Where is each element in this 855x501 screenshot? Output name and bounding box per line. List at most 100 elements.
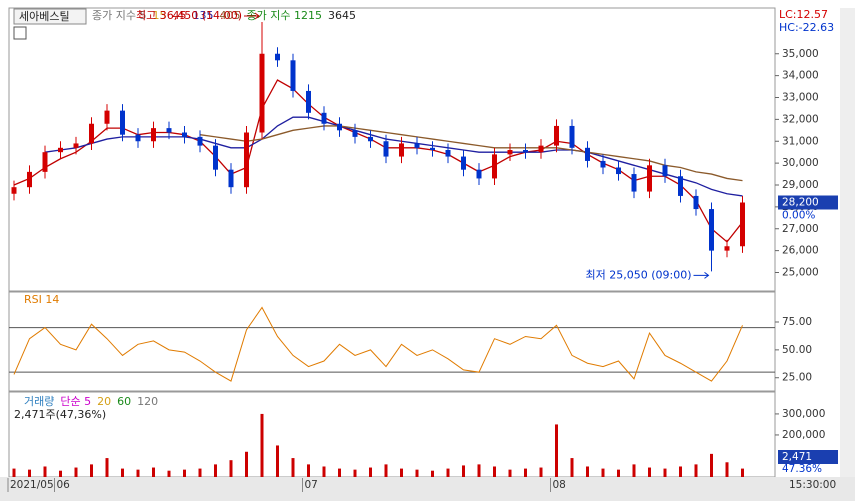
candle-body (290, 60, 296, 91)
y-tick-label: 34,000 (782, 70, 819, 82)
candle-body (430, 147, 435, 150)
volume-bar (369, 467, 372, 477)
ma-line (13, 79, 744, 243)
y-tick-label: 200,000 (782, 429, 825, 441)
last-price-box (778, 195, 838, 210)
volume-bar (198, 468, 202, 477)
candle-body (275, 53, 280, 61)
hc-label: HC:-22.63 (779, 21, 834, 34)
volume-bar (493, 466, 496, 477)
candle-body (538, 145, 544, 153)
candle-body (740, 202, 745, 247)
candle-body (213, 145, 218, 170)
volume-bar (555, 424, 558, 477)
volume-bar (539, 467, 543, 477)
candle-body (104, 110, 110, 124)
high-arrow (244, 12, 260, 20)
y-tick-label: 27,000 (782, 223, 819, 235)
candle-body (166, 128, 172, 133)
volume-bar (229, 460, 233, 477)
candle-body (11, 187, 17, 194)
grid-icon[interactable] (13, 26, 27, 40)
volume-bar (632, 464, 636, 477)
x-tick-label: 07 (305, 479, 318, 491)
volume-bar (260, 413, 264, 477)
y-tick-label: 25.00 (782, 372, 812, 384)
volume-bar (214, 464, 217, 477)
volume-bar (105, 458, 109, 477)
ma-line (44, 116, 743, 197)
candle-body (151, 128, 156, 142)
candle-body (600, 160, 606, 168)
candle-body (58, 147, 63, 153)
legend-entry: 15 (152, 9, 166, 22)
candle-body (306, 90, 311, 113)
candle-body (27, 171, 32, 188)
volume-bar (59, 470, 62, 477)
volume-summary: 2,471주(47,36%) (14, 408, 106, 421)
candle-body (709, 209, 714, 251)
last-volume-label: 2,471 (782, 451, 812, 463)
legend-entry: 거래량 (24, 395, 54, 408)
volume-bar (679, 466, 682, 477)
candle-body (445, 150, 451, 157)
candle-body (414, 143, 420, 148)
volume-bar (322, 466, 326, 477)
legend-entry: 3645 (328, 9, 356, 22)
legend-entry: 종가 지수 5 (92, 9, 146, 22)
volume-bar (415, 469, 419, 477)
volume-bar (384, 464, 388, 477)
legend-entry: 120 (137, 395, 158, 408)
volume-bar (741, 468, 744, 477)
volume-bar (121, 468, 124, 477)
candle-body (352, 130, 358, 137)
time-axis-bar (0, 477, 855, 501)
candle-body (662, 165, 668, 177)
candle-body (492, 154, 497, 179)
candle-body (724, 246, 730, 251)
low-arrow (693, 272, 710, 279)
volume-bar (462, 465, 465, 477)
volume-bar (12, 468, 16, 477)
candle-body (42, 152, 48, 172)
volume-bar (431, 470, 434, 477)
volume-bar (136, 469, 140, 477)
volume-bar (276, 445, 279, 477)
volume-bar (183, 469, 186, 477)
stock-name-box[interactable] (13, 8, 87, 25)
lc-label: LC:12.57 (779, 8, 828, 21)
volume-bar (245, 451, 248, 477)
candle-body (693, 195, 699, 210)
y-tick-label: 32,000 (782, 113, 819, 125)
candle-body (259, 53, 265, 133)
volume-bar (477, 464, 481, 477)
volume-bar (338, 468, 341, 477)
candle-body (569, 125, 575, 148)
candle-body (616, 167, 621, 175)
volume-bar (586, 466, 589, 477)
volume-bar (90, 464, 93, 477)
volume-bar (710, 453, 713, 477)
y-tick-label: 35,000 (782, 48, 819, 60)
candle-body (678, 176, 683, 196)
rsi-line (13, 306, 743, 382)
legend-entry: 종가 지수 1215 (246, 9, 321, 22)
volume-bar (400, 468, 403, 477)
price-frame (8, 7, 776, 292)
last-volume-box (778, 450, 838, 464)
volume-ratio-label: 47.36% (782, 463, 822, 475)
legend-entry: 135 (192, 9, 213, 22)
candle-body (244, 132, 249, 188)
y-tick-label: 50.00 (782, 344, 812, 356)
candle-body (399, 143, 404, 157)
volume-bar (353, 469, 357, 477)
ma-line (199, 125, 743, 182)
y-tick-label: 25,000 (782, 267, 819, 279)
legend-entry: 45 (172, 9, 186, 22)
volume-bar (694, 464, 698, 477)
y-tick-label: 29,000 (782, 179, 819, 191)
volume-bar (648, 467, 651, 477)
volume-bar (617, 469, 620, 477)
y-tick-label: 33,000 (782, 92, 819, 104)
